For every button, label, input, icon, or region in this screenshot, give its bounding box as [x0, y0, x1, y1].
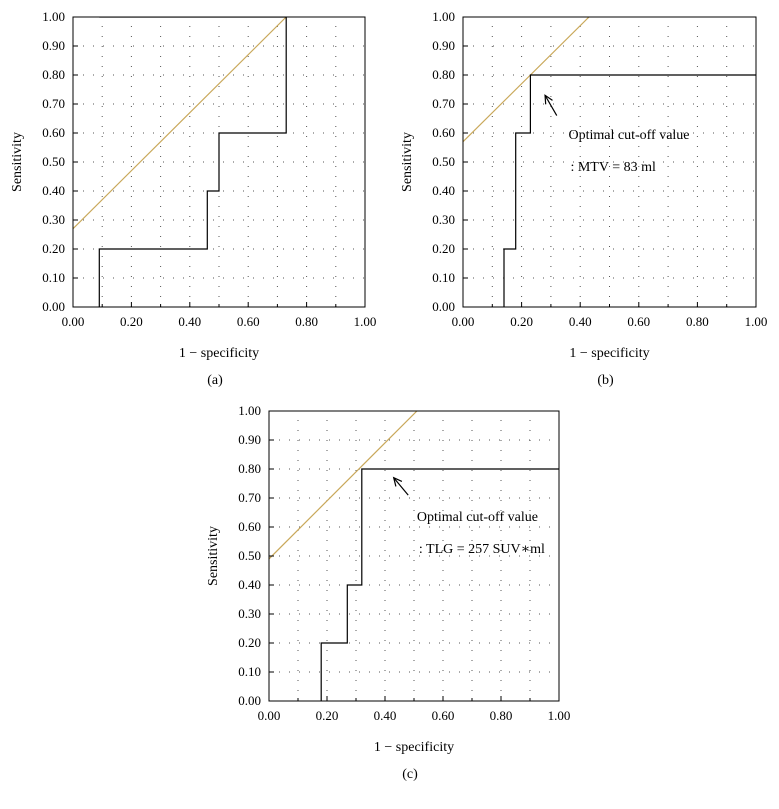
y-tick-label: 0.20 — [432, 241, 455, 256]
y-tick-label: 0.80 — [238, 461, 261, 476]
annotation-line-2: : TLG = 257 SUV∗ml — [419, 542, 545, 557]
y-tick-label: 0.00 — [238, 693, 261, 708]
panel-label: (b) — [597, 373, 614, 388]
y-tick-label: 0.30 — [432, 212, 455, 227]
x-tick-label: 0.40 — [569, 314, 592, 329]
y-axis-title: Sensitivity — [10, 132, 25, 192]
x-tick-label: 1.00 — [354, 314, 377, 329]
reference-line — [73, 17, 287, 230]
y-tick-label: 0.00 — [42, 299, 65, 314]
y-tick-label: 0.30 — [238, 606, 261, 621]
y-tick-label: 0.40 — [238, 577, 261, 592]
y-tick-label: 0.60 — [42, 125, 65, 140]
roc-curve — [503, 74, 756, 307]
y-tick-label: 0.60 — [432, 125, 455, 140]
annotation-line-1: Optimal cut-off value — [568, 128, 689, 143]
annotation-arrow — [544, 95, 558, 116]
y-tick-label: 0.50 — [432, 154, 455, 169]
x-tick-label: 1.00 — [745, 314, 768, 329]
y-tick-label: 0.30 — [42, 212, 65, 227]
reference-line — [269, 411, 418, 560]
y-tick-label: 0.90 — [432, 38, 455, 53]
y-tick-label: 1.00 — [42, 9, 65, 24]
y-tick-label: 0.10 — [238, 664, 261, 679]
roc-curve — [320, 468, 559, 701]
x-tick-label: 0.00 — [258, 708, 281, 723]
x-tick-label: 0.60 — [627, 314, 650, 329]
annotation-line-1: Optimal cut-off value — [417, 510, 538, 525]
panel-label: (c) — [402, 767, 418, 782]
reference-line — [463, 17, 590, 143]
y-tick-label: 0.70 — [238, 490, 261, 505]
x-axis-title: 1 − specificity — [179, 346, 259, 361]
y-tick-label: 0.40 — [432, 183, 455, 198]
y-tick-label: 0.20 — [42, 241, 65, 256]
annotation-arrowhead — [392, 476, 403, 487]
x-tick-label: 0.60 — [432, 708, 455, 723]
roc-panel-2: 0.00 0.20 0.40 0.60 0.80 1.00 0.00 0.10 0.20 0.30… — [400, 9, 767, 388]
y-tick-label: 0.10 — [42, 270, 65, 285]
y-tick-label: 0.50 — [238, 548, 261, 563]
x-axis-title: 1 − specificity — [374, 740, 454, 755]
x-tick-label: 0.60 — [237, 314, 260, 329]
roc-panel-1: 0.00 0.20 0.40 0.60 0.80 1.00 0.00 0.10 0.20 0.30… — [10, 9, 376, 388]
annotation-arrowhead — [544, 94, 553, 105]
roc-panel-3: 0.00 0.20 0.40 0.60 0.80 1.00 0.00 0.10 0.20 0.30… — [206, 403, 570, 782]
x-tick-label: 0.20 — [120, 314, 143, 329]
y-tick-label: 0.90 — [42, 38, 65, 53]
y-tick-label: 1.00 — [238, 403, 261, 418]
panel-label: (a) — [207, 373, 223, 388]
x-tick-label: 0.00 — [62, 314, 85, 329]
annotation-line-2: : MTV = 83 ml — [570, 160, 656, 175]
y-tick-label: 1.00 — [432, 9, 455, 24]
y-tick-label: 0.20 — [238, 635, 261, 650]
x-tick-label: 0.00 — [452, 314, 475, 329]
x-tick-label: 1.00 — [548, 708, 571, 723]
y-tick-label: 0.80 — [432, 67, 455, 82]
y-tick-label: 0.50 — [42, 154, 65, 169]
x-tick-label: 0.20 — [316, 708, 339, 723]
roc-curve — [98, 17, 287, 307]
x-axis-title: 1 − specificity — [569, 346, 649, 361]
y-tick-label: 0.10 — [432, 270, 455, 285]
x-tick-label: 0.40 — [178, 314, 201, 329]
y-tick-label: 0.70 — [42, 96, 65, 111]
y-axis-title: Sensitivity — [206, 526, 221, 586]
x-tick-label: 0.80 — [686, 314, 709, 329]
y-tick-label: 0.00 — [432, 299, 455, 314]
y-tick-label: 0.70 — [432, 96, 455, 111]
annotation-arrow — [393, 477, 409, 496]
y-axis-title: Sensitivity — [400, 132, 415, 192]
y-tick-label: 0.40 — [42, 183, 65, 198]
x-tick-label: 0.80 — [295, 314, 318, 329]
y-tick-label: 0.60 — [238, 519, 261, 534]
x-tick-label: 0.20 — [510, 314, 533, 329]
y-tick-label: 0.90 — [238, 432, 261, 447]
y-tick-label: 0.80 — [42, 67, 65, 82]
x-tick-label: 0.40 — [374, 708, 397, 723]
x-tick-label: 0.80 — [490, 708, 513, 723]
